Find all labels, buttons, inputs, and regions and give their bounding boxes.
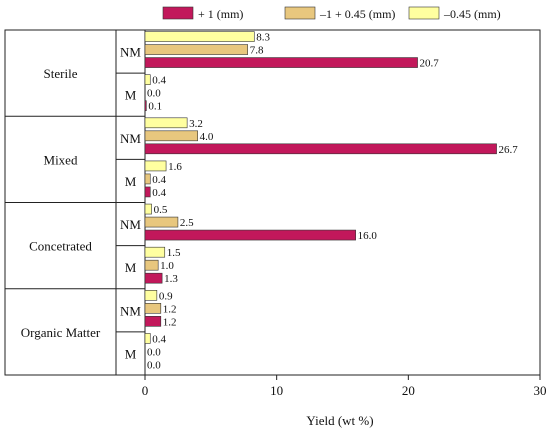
bar-value-label: 20.7 [420, 58, 440, 70]
bar-value-label: 0.4 [152, 75, 166, 87]
group-label: Concetrated [29, 239, 92, 254]
chart-frame [4, 29, 541, 376]
legend-swatch-3 [408, 6, 440, 20]
bar-1 [144, 143, 497, 155]
x-tick-label: 30 [534, 383, 547, 398]
bar-value-label: 4.0 [200, 131, 214, 143]
x-tick-label: 0 [142, 383, 149, 398]
category-labels: Sterile NM M Mixed NM M Concetrated NM M Organic … [21, 45, 142, 362]
x-tick-label: 20 [402, 383, 415, 398]
bar-3 [144, 333, 151, 344]
bar-value-label: 0.4 [152, 174, 166, 186]
subgroup-label: NM [120, 45, 141, 60]
bar-2 [144, 44, 248, 55]
bar-3 [144, 117, 188, 129]
bar-value-label: 0.9 [159, 290, 173, 302]
x-tick-label: 10 [270, 383, 283, 398]
x-axis: 0 10 20 30 [142, 375, 547, 398]
bar-value-label: 0.0 [147, 359, 161, 371]
bar-value-label: 2.5 [180, 217, 194, 229]
legend-swatch-2 [284, 6, 316, 20]
group-label: Organic Matter [21, 325, 101, 340]
bar-2 [144, 216, 179, 228]
bar-3 [144, 246, 166, 258]
bar-value-label: 0.4 [152, 187, 166, 199]
bar-3 [144, 74, 151, 85]
bar-value-label: 0.1 [148, 101, 162, 113]
subgroup-label: M [125, 346, 137, 361]
bar-value-label: 1.3 [164, 273, 178, 285]
bar-1 [144, 316, 162, 327]
bar-3 [144, 31, 255, 42]
bar-value-label: 26.7 [499, 144, 519, 156]
bar-1 [144, 272, 163, 284]
subgroup-label: NM [120, 131, 141, 146]
bar-2 [144, 303, 162, 314]
x-axis-label: Yield (wt %) [306, 413, 373, 428]
group-label: Sterile [44, 66, 78, 81]
bar-value-label: 1.0 [160, 260, 174, 272]
subgroup-label: M [125, 88, 137, 103]
bar-marks: 8.37.820.70.40.00.13.24.026.71.60.40.40.… [144, 31, 519, 371]
bar-value-label: 0.5 [154, 204, 168, 216]
subgroup-label: M [125, 174, 137, 189]
bar-value-label: 7.8 [250, 45, 264, 57]
bar-3 [144, 203, 152, 215]
legend-label-2: –1 + 0.45 (mm) [319, 7, 395, 21]
legend-label-3: –0.45 (mm) [443, 7, 501, 21]
legend-label-1: + 1 (mm) [198, 7, 243, 21]
bar-value-label: 0.0 [147, 88, 161, 100]
bar-value-label: 1.2 [163, 316, 177, 328]
bar-1 [144, 57, 418, 68]
subgroup-label: M [125, 260, 137, 275]
subgroup-label: NM [120, 303, 141, 318]
chart-legend: + 1 (mm) –1 + 0.45 (mm) –0.45 (mm) [162, 6, 501, 21]
bar-3 [144, 290, 158, 301]
bar-value-label: 3.2 [189, 118, 203, 130]
legend-swatch-1 [162, 6, 194, 20]
group-label: Mixed [44, 152, 78, 167]
bar-value-label: 1.6 [168, 161, 182, 173]
bar-value-label: 0.0 [147, 346, 161, 358]
bar-2 [144, 259, 159, 271]
subgroup-label: NM [120, 217, 141, 232]
bar-1 [144, 100, 147, 111]
bar-2 [144, 130, 198, 142]
bar-value-label: 8.3 [256, 32, 270, 44]
bar-value-label: 0.4 [152, 333, 166, 345]
bar-value-label: 1.5 [167, 247, 181, 259]
bar-2 [144, 173, 151, 185]
bar-value-label: 1.2 [163, 303, 177, 315]
bar-1 [144, 229, 356, 241]
bar-value-label: 16.0 [358, 230, 378, 242]
bar-1 [144, 186, 151, 198]
bar-3 [144, 160, 167, 172]
